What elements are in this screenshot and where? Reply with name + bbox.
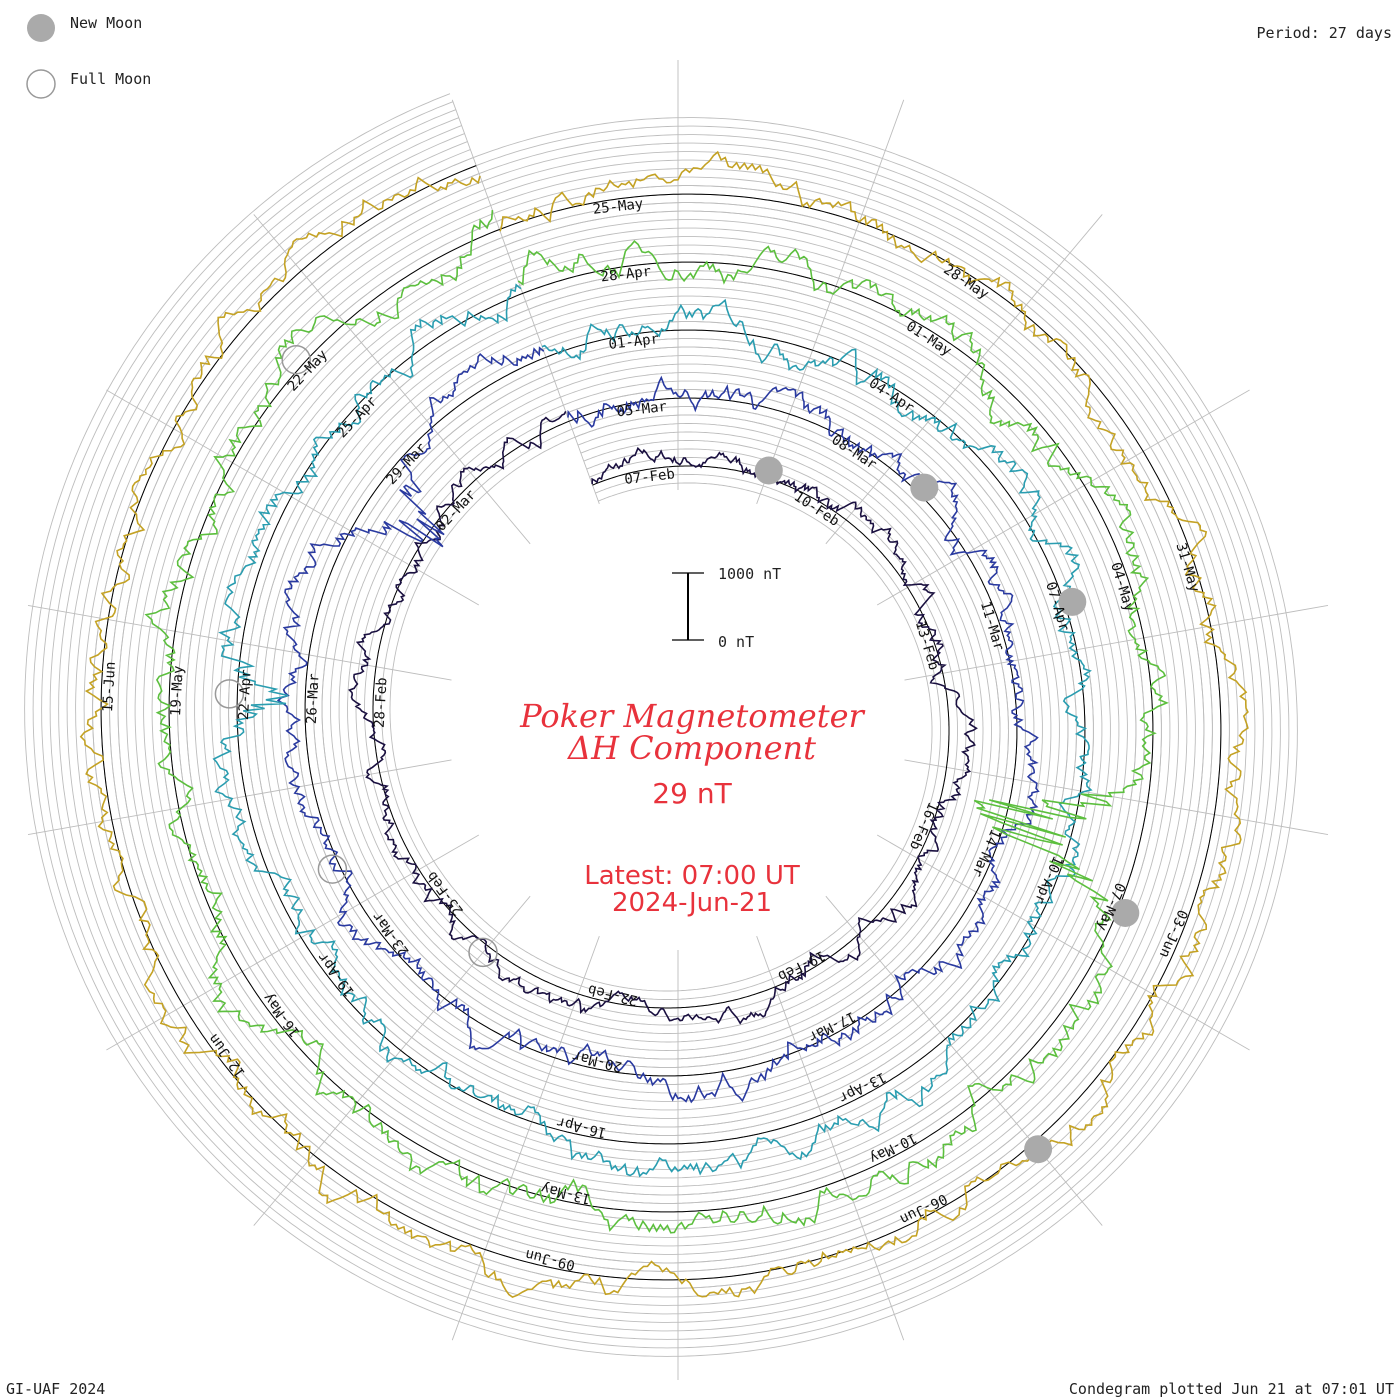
full-moon-marker [468,937,498,968]
date-labels: 07-Feb10-Feb13-Feb16-Feb19-Feb22-Feb25-F… [100,196,1202,1273]
date-label: 15-Jun [100,661,119,712]
grid-spoke [876,389,1250,606]
scale-top-label: 1000 nT [718,565,781,583]
date-label: 07-Feb [624,466,676,488]
grid-spoke [106,834,480,1051]
grid-spoke [825,895,1103,1226]
full-moon-marker [281,344,311,375]
date-label: 01-Apr [608,331,660,353]
trace-revolution-3 [212,283,1093,1178]
grid-spoke [756,935,905,1341]
date-label: 06-Jun [897,1190,949,1227]
grid-spoke [904,759,1329,836]
data-traces [79,150,1249,1299]
trace-revolution-4 [144,210,1169,1234]
date-label: 02-Mar [433,487,479,535]
grid-spoke [876,834,1250,1051]
date-label: 25-May [592,196,644,218]
full-moon-icon [26,69,56,99]
date-label: 12-Jun [206,1030,249,1080]
grid-spoke [27,604,452,681]
moon-markers [214,344,1140,1164]
date-label: 26-Mar [304,673,323,724]
date-label: 25-Feb [424,868,467,918]
new-moon-marker [1058,587,1087,616]
grid-spoke [904,604,1329,681]
new-moon-icon [27,14,55,42]
legend-new-moon-label: New Moon [70,14,142,32]
date-label: 28-Feb [372,677,391,728]
new-moon-marker [910,473,939,502]
date-label: 25-Apr [334,393,380,441]
chart-title-line1: Poker Magnetometer [519,697,865,735]
scale-bar: 1000 nT 0 nT [672,565,781,651]
date-label: 28-Apr [600,264,652,286]
date-label: 19-May [168,665,187,716]
date-label: 29-Mar [384,440,430,488]
new-moon-marker [1024,1135,1053,1164]
scale-bottom-label: 0 nT [718,633,754,651]
full-moon-marker [214,679,245,709]
grid-spoke [253,214,531,545]
footer-right: Condegram plotted Jun 21 at 07:01 UT [1069,1380,1394,1398]
date-label: 05-Mar [616,399,668,421]
grid-spoke [253,895,531,1226]
trace-revolution-1 [348,410,978,1025]
grid-spoke [756,99,905,505]
footer-left: GI-UAF 2024 [6,1380,105,1398]
new-moon-marker [754,456,783,485]
grid-spoke [825,214,1103,545]
trace-revolution-5 [79,150,1249,1299]
chart-title-line2: ΔH Component [566,729,816,767]
baseline-spiral [100,165,1222,1281]
date-label: 13-Apr [836,1069,888,1106]
legend: New Moon Full Moon [26,14,151,99]
grid-spoke [451,99,600,505]
new-moon-marker [1111,899,1140,927]
latest-time: Latest: 07:00 UT [584,861,800,891]
grid-rings [24,60,1329,1380]
date-label: 03-Jun [1156,907,1191,960]
legend-full-moon-label: Full Moon [70,70,151,88]
full-moon-marker [317,854,348,884]
trace-revolution-2 [276,346,1040,1104]
grid-spoke [27,759,452,836]
date-label: 04-May [1107,561,1137,614]
date-label: 10-May [867,1129,919,1166]
period-label: Period: 27 days [1257,24,1392,42]
date-label: 22-Apr [236,669,255,720]
date-label: 23-Mar [369,909,412,959]
latest-date: 2024-Jun-21 [612,888,772,918]
date-label: 31-May [1172,541,1202,594]
date-label: 22-May [285,347,331,395]
current-value: 29 nT [652,777,732,810]
